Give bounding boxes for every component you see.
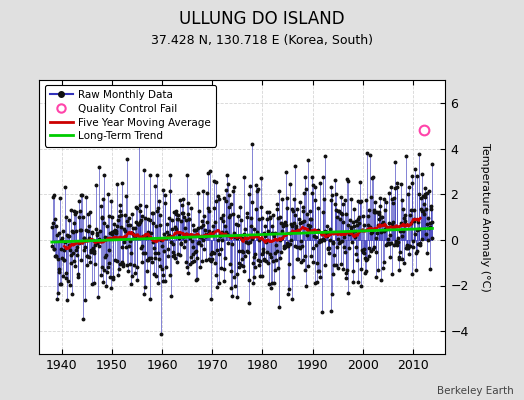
Text: Berkeley Earth: Berkeley Earth	[437, 386, 514, 396]
Legend: Raw Monthly Data, Quality Control Fail, Five Year Moving Average, Long-Term Tren: Raw Monthly Data, Quality Control Fail, …	[45, 85, 216, 146]
Y-axis label: Temperature Anomaly (°C): Temperature Anomaly (°C)	[480, 143, 490, 291]
Text: ULLUNG DO ISLAND: ULLUNG DO ISLAND	[179, 10, 345, 28]
Text: 37.428 N, 130.718 E (Korea, South): 37.428 N, 130.718 E (Korea, South)	[151, 34, 373, 47]
